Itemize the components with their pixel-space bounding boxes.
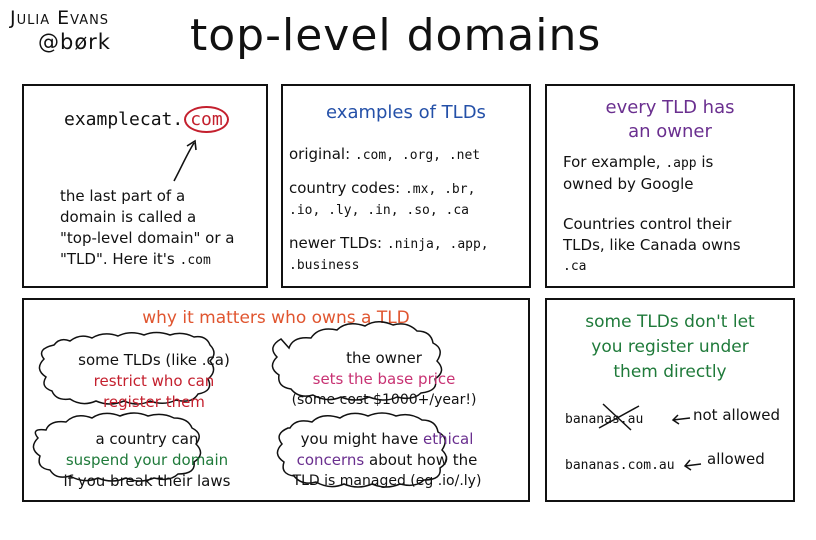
explanation-line-1: the last part of a (60, 187, 186, 205)
cloud-ethics-line-1b: ethical (422, 430, 474, 448)
cloud-ethics-line-2a: concerns (296, 451, 365, 469)
register-heading-line-2: you register under (591, 337, 749, 357)
cloud-suspend-line-1: a country can (95, 430, 199, 448)
explanation-line-2: domain is called a (60, 208, 197, 226)
cloud-restrict-line-3: register them (103, 393, 205, 411)
domain-example: examplecat. com (64, 106, 229, 133)
owner-line-1-end: is (696, 153, 714, 171)
note-allowed: allowed (707, 450, 765, 468)
explanation-line-4-text: "TLD". Here it's (60, 250, 180, 268)
cloud-ethics-line-1a: you might have (300, 430, 423, 448)
original-label: original: (289, 145, 351, 163)
why-heading: why it matters who owns a TLD (142, 308, 410, 328)
owner-line-1-text: For example, (563, 153, 666, 171)
country-values-2: .io, .ly, .in, .so, .ca (289, 203, 470, 218)
panel-why: why it matters who owns a TLD some TLDs … (22, 298, 530, 502)
cloud-restrict: some TLDs (like .ca) restrict who can re… (56, 350, 252, 413)
explanation-line-3: "top-level domain" or a (60, 229, 235, 247)
cloud-ethics-line-2b: about how the (364, 451, 478, 469)
register-heading: some TLDs don't let you register under t… (547, 310, 793, 385)
example-allowed: bananas.com.au (565, 458, 675, 473)
owner-line-3: Countries control their (563, 215, 732, 233)
original-values: .com, .org, .net (354, 148, 481, 163)
owner-body-1: For example, .app is owned by Google (563, 152, 713, 195)
author-handle: @børk (38, 30, 111, 54)
domain-explanation: the last part of a domain is called a "t… (60, 186, 234, 271)
explanation-line-4-code: .com (179, 253, 211, 268)
page-title: top-level domains (190, 10, 602, 61)
owner-heading-line-1: every TLD has (605, 97, 735, 118)
newer-row: newer TLDs: .ninja, .app, .business (289, 233, 489, 276)
explanation-line-4: "TLD". Here it's .com (60, 249, 234, 271)
newer-values-2: .business (289, 258, 360, 273)
examples-heading: examples of TLDs (326, 102, 486, 123)
owner-line-4: TLDs, like Canada owns (563, 236, 741, 254)
newer-values-1: .ninja, .app, (386, 237, 489, 252)
panel-register: some TLDs don't let you register under t… (545, 298, 795, 502)
owner-line-2: owned by Google (563, 175, 694, 193)
cloud-restrict-line-2: restrict who can (93, 372, 215, 390)
cloud-ethics-line-3: TLD is managed (eg .io/.ly) (292, 473, 482, 489)
owner-line-1-code: .app (665, 156, 697, 171)
country-values-1: .mx, .br, (404, 182, 476, 197)
cloud-restrict-line-1: some TLDs (like .ca) (78, 351, 230, 369)
owner-body-2: Countries control their TLDs, like Canad… (563, 214, 741, 277)
panel-examples: examples of TLDs original: .com, .org, .… (281, 84, 531, 288)
cloud-price-line-1: the owner (346, 349, 422, 367)
author-name: Julia Evans (10, 7, 110, 29)
example-not-allowed: bananas.au (565, 412, 644, 427)
register-heading-line-1: some TLDs don't let (585, 312, 755, 332)
note-not-allowed: not allowed (693, 406, 781, 424)
newer-label: newer TLDs: (289, 234, 383, 252)
owner-heading-line-2: an owner (628, 121, 712, 142)
cloud-suspend-line-2: suspend your domain (65, 451, 229, 469)
author-block: Julia Evans @børk (10, 6, 111, 54)
owner-heading: every TLD has an owner (547, 96, 793, 144)
cloud-price: the owner sets the base price (some cost… (282, 348, 486, 411)
domain-tld: com (184, 106, 229, 133)
country-label: country codes: (289, 179, 401, 197)
country-row: country codes: .mx, .br, .io, .ly, .in, … (289, 178, 475, 221)
cloud-price-line-2: sets the base price (312, 370, 456, 388)
cloud-suspend: a country can suspend your domain if you… (42, 429, 252, 492)
panel-owner: every TLD has an owner For example, .app… (545, 84, 795, 288)
cloud-ethics: you might have ethical concerns about ho… (282, 429, 492, 492)
register-heading-line-3: them directly (613, 362, 727, 382)
owner-line-5-code: .ca (563, 259, 587, 274)
cloud-price-line-3: (some cost $1000+/year!) (291, 392, 477, 408)
domain-prefix: examplecat. (64, 109, 184, 130)
cloud-suspend-line-3: if you break their laws (63, 472, 231, 490)
panel-domain: examplecat. com the last part of a domain… (22, 84, 268, 288)
original-row: original: .com, .org, .net (289, 144, 480, 166)
